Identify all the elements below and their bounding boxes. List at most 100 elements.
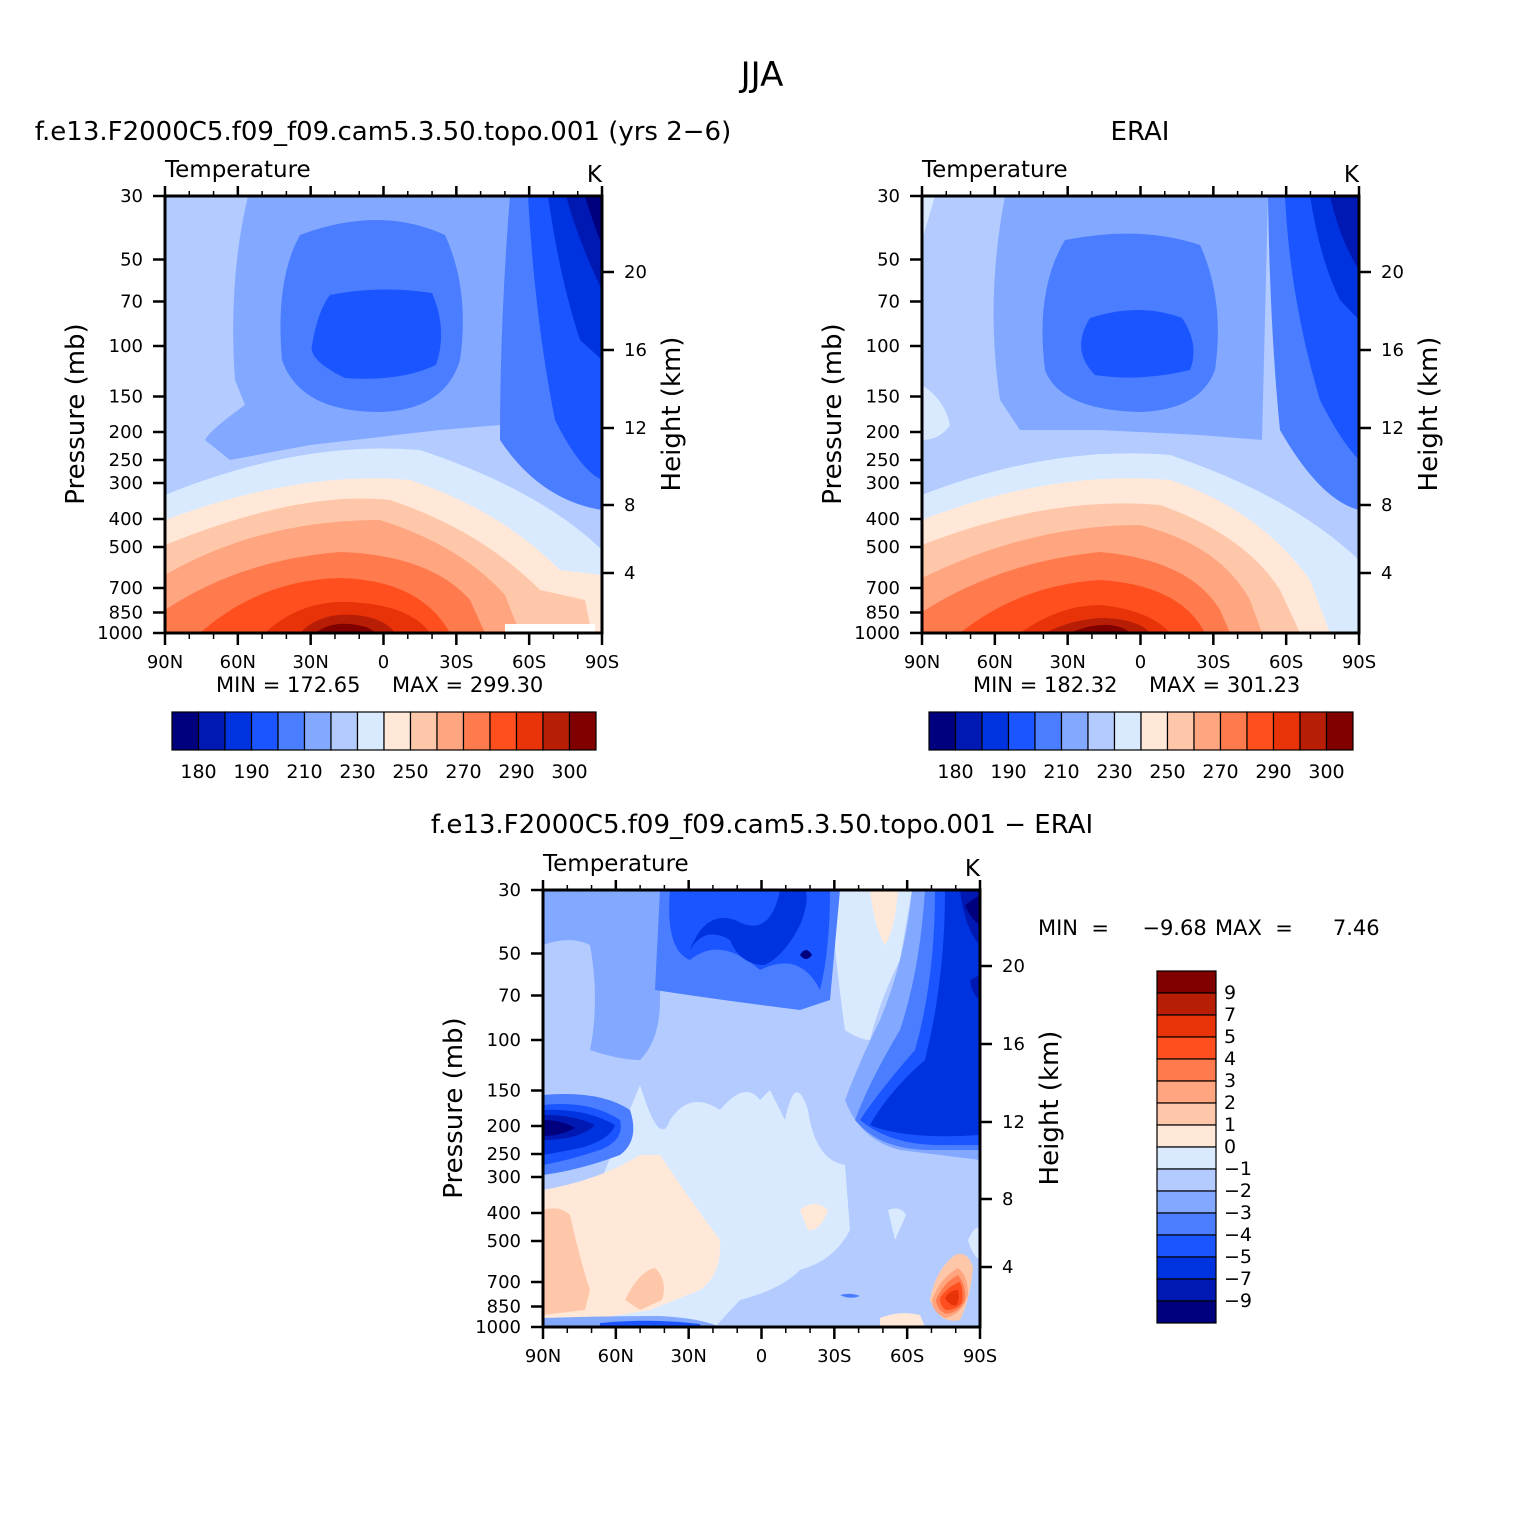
colorbar-swatch (409, 711, 438, 751)
y-tick-label: 500 (109, 537, 143, 558)
colorbar-swatch (250, 711, 279, 751)
colorbar-swatch (1325, 711, 1354, 751)
panel1-contour-field (165, 196, 602, 633)
y-tick-label: 70 (498, 986, 521, 1007)
colorbar-swatch (1219, 711, 1248, 751)
panel3-max: MAX = 7.46 (1215, 916, 1380, 940)
panel3-ylabel-right: Height (km) (1035, 1031, 1065, 1186)
y-right-tick-label: 20 (1381, 262, 1404, 283)
colorbar-swatch (928, 711, 957, 751)
colorbar-swatch (462, 711, 491, 751)
y-tick-label: 300 (487, 1167, 521, 1188)
y-tick-label: 700 (109, 578, 143, 599)
colorbar-swatch (568, 711, 597, 751)
y-tick-label: 200 (866, 422, 900, 443)
colorbar-swatch (1156, 1300, 1217, 1324)
y-right-tick-label: 8 (1381, 495, 1392, 516)
y-right-tick-label: 16 (1002, 1034, 1025, 1055)
colorbar-swatch (1060, 711, 1089, 751)
x-tick-label: 60N (977, 652, 1013, 673)
colorbar-label: 270 (1202, 761, 1238, 783)
panel3-min: MIN = −9.68 (1038, 916, 1207, 940)
x-tick-label: 60S (1269, 652, 1303, 673)
y-right-tick-label: 20 (1002, 956, 1025, 977)
x-tick-label: 60S (512, 652, 546, 673)
y-tick-label: 400 (487, 1203, 521, 1224)
colorbar-label: 290 (1255, 761, 1291, 783)
colorbar-label: 190 (233, 761, 269, 783)
colorbar-swatch (330, 711, 359, 751)
colorbar-swatch (1156, 1080, 1217, 1104)
x-tick-label: 30N (670, 1346, 706, 1367)
colorbar-label: −9 (1224, 1290, 1252, 1312)
colorbar-swatch (197, 711, 226, 751)
colorbar-swatch (489, 711, 518, 751)
panel2-plot: Temperature K 90N 60N 30N 0 30S 60S 90S 30 50 70… (818, 157, 1444, 783)
x-tick-label: 60N (220, 652, 256, 673)
colorbar-label: 1 (1224, 1114, 1236, 1136)
colorbar-swatch (981, 711, 1010, 751)
colorbar-swatch (1156, 1256, 1217, 1280)
colorbar-label: 230 (339, 761, 375, 783)
panel1-title: f.e13.F2000C5.f09_f09.cam5.3.50.topo.001… (35, 117, 731, 147)
panel1-ylabel-right: Height (km) (657, 337, 687, 492)
panel3-right-label: K (965, 856, 981, 882)
panel2-yright-ticks: 20 16 12 8 4 (1359, 262, 1404, 584)
colorbar-swatch (515, 711, 544, 751)
y-tick-label: 50 (877, 250, 900, 271)
y-tick-label: 30 (120, 186, 143, 207)
colorbar-swatch (1156, 1058, 1217, 1082)
colorbar-swatch (1156, 1190, 1217, 1214)
panel3-left-label: Temperature (542, 851, 689, 877)
y-right-tick-label: 20 (624, 262, 647, 283)
y-tick-label: 100 (487, 1030, 521, 1051)
colorbar-label: 250 (392, 761, 428, 783)
panel2-min: MIN = 182.32 (973, 673, 1117, 697)
colorbar-label: 4 (1224, 1048, 1236, 1070)
x-tick-label: 0 (378, 652, 389, 673)
colorbar-label: 2 (1224, 1092, 1236, 1114)
colorbar-swatch (1156, 1212, 1217, 1236)
colorbar-swatch (1034, 711, 1063, 751)
colorbar-label: 9 (1224, 982, 1236, 1004)
y-tick-label: 50 (498, 944, 521, 965)
y-tick-label: 70 (877, 292, 900, 313)
panel1-left-label: Temperature (164, 157, 311, 183)
colorbar-swatch (1087, 711, 1116, 751)
colorbar-swatch (1113, 711, 1142, 751)
y-tick-label: 250 (866, 450, 900, 471)
y-tick-label: 200 (109, 422, 143, 443)
colorbar-label: 210 (1043, 761, 1079, 783)
colorbar-swatch (1156, 1146, 1217, 1170)
colorbar-swatch (1156, 1102, 1217, 1126)
colorbar-swatch (542, 711, 571, 751)
colorbar-label: 190 (990, 761, 1026, 783)
y-right-tick-label: 4 (624, 563, 635, 584)
colorbar-swatch (1193, 711, 1222, 751)
colorbar-swatch (1156, 1168, 1217, 1192)
colorbar-label: 230 (1096, 761, 1132, 783)
panel1-plot: Temperature K 90N 60N 30N 0 30S 60S 90S 30 50 70… (61, 157, 687, 783)
x-tick-label: 0 (1135, 652, 1146, 673)
colorbar-label: −5 (1224, 1246, 1252, 1268)
x-tick-label: 30N (292, 652, 328, 673)
panel3-contour-field (543, 890, 980, 1327)
x-tick-label: 90S (1342, 652, 1376, 673)
colorbar-swatch (1156, 1234, 1217, 1258)
panel2-contour-field (922, 196, 1359, 633)
panel1-x-ticks: 90N 60N 30N 0 30S 60S 90S (147, 186, 619, 673)
y-tick-label: 1000 (97, 623, 143, 644)
y-tick-label: 300 (109, 473, 143, 494)
panel2-title: ERAI (1111, 117, 1170, 147)
y-tick-label: 70 (120, 292, 143, 313)
colorbar-swatch (1156, 992, 1217, 1016)
colorbar-swatch (1166, 711, 1195, 751)
y-right-tick-label: 16 (1381, 340, 1404, 361)
y-tick-label: 150 (866, 387, 900, 408)
y-tick-label: 100 (109, 336, 143, 357)
colorbar-swatch (1007, 711, 1036, 751)
panel1-yright-ticks: 20 16 12 8 4 (602, 262, 647, 584)
panel1-min: MIN = 172.65 (216, 673, 360, 697)
